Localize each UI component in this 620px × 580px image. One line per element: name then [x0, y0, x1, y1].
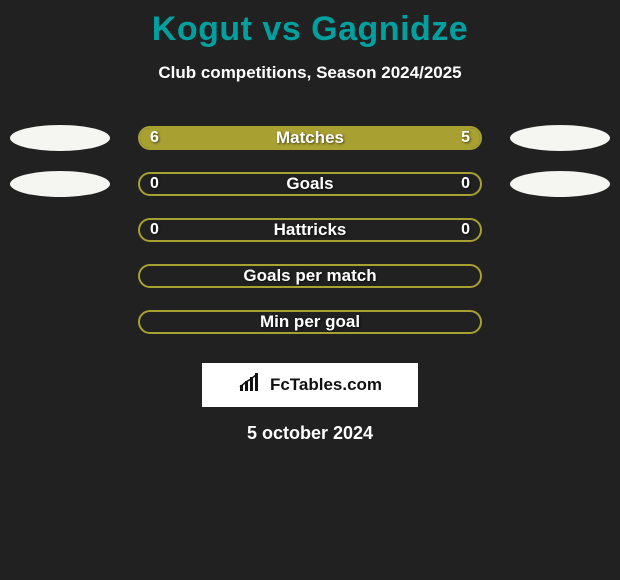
stat-row: 65Matches — [0, 115, 620, 161]
stat-value-left: 0 — [150, 221, 159, 239]
stat-bar-fill-left — [140, 128, 325, 148]
stat-bar: 0 0Hattricks — [138, 218, 482, 242]
stat-row: 0 0Hattricks — [0, 207, 620, 253]
stats-section: 65Matches00Goals00HattricksGoals per mat… — [0, 115, 620, 345]
team-badge-right — [510, 171, 610, 197]
stat-bar: Min per goal — [138, 310, 482, 334]
team-badge-right — [510, 125, 610, 151]
stat-bar: 0 0Goals — [138, 172, 482, 196]
attribution-badge: FcTables.com — [202, 363, 418, 407]
stat-row: 0 0Goals — [0, 161, 620, 207]
stat-label: Goals — [140, 174, 480, 194]
stat-label: Min per goal — [140, 312, 480, 332]
attribution-text: FcTables.com — [270, 375, 382, 395]
stat-value-right: 0 — [461, 175, 470, 193]
stat-bar-fill-right — [325, 128, 480, 148]
subtitle: Club competitions, Season 2024/2025 — [0, 63, 620, 83]
team-badge-left — [10, 171, 110, 197]
stat-value-left: 0 — [150, 175, 159, 193]
stat-label: Hattricks — [140, 220, 480, 240]
comparison-card: Kogut vs Gagnidze Club competitions, Sea… — [0, 0, 620, 580]
stat-label: Goals per match — [140, 266, 480, 286]
stat-bar: Goals per match — [138, 264, 482, 288]
page-title: Kogut vs Gagnidze — [0, 0, 620, 49]
stat-bar: 65Matches — [138, 126, 482, 150]
stat-row: Goals per match — [0, 253, 620, 299]
date-text: 5 october 2024 — [0, 423, 620, 444]
stat-value-right: 0 — [461, 221, 470, 239]
stat-row: Min per goal — [0, 299, 620, 345]
team-badge-left — [10, 125, 110, 151]
chart-icon — [238, 373, 264, 398]
